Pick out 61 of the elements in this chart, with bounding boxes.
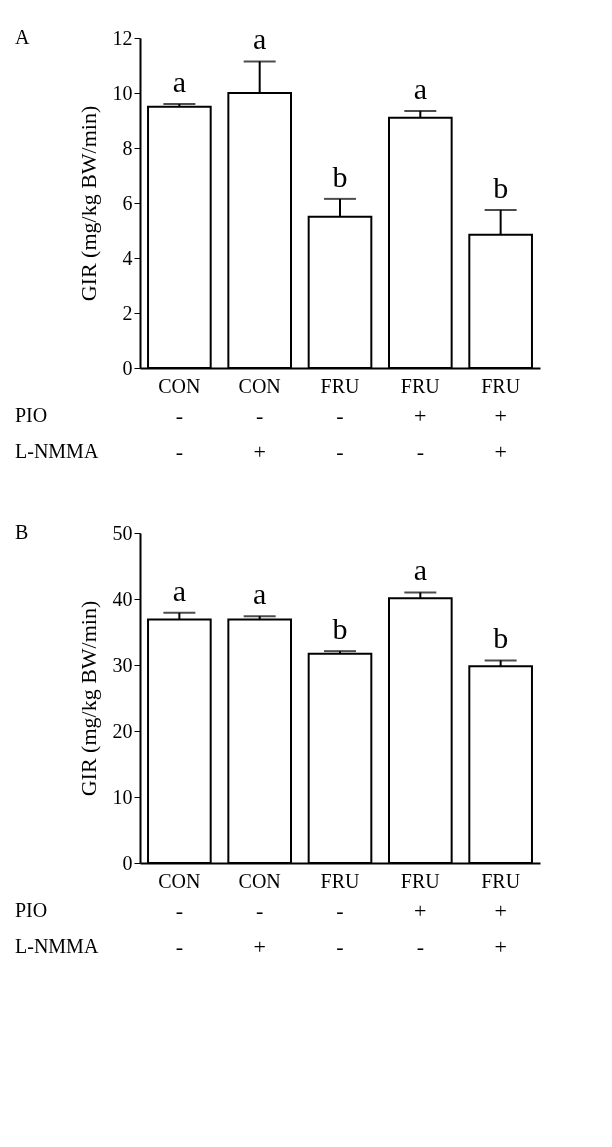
text: - (175, 898, 184, 923)
chart-title: B (15, 521, 29, 543)
y-tick-label: 20 (112, 719, 133, 742)
data-label: a (413, 553, 427, 587)
y-tick-label: 8 (122, 136, 133, 159)
y-tick-label: 2 (122, 301, 133, 324)
x-tick-label: FRU (400, 374, 441, 397)
data-label: a (172, 573, 187, 607)
text: - (336, 934, 344, 959)
data-label: a (413, 71, 427, 105)
text: + (414, 403, 427, 428)
y-tick-label: 6 (122, 191, 133, 214)
y-axis-title: GIR (mg/kg BW/min) (75, 105, 101, 302)
x-tick-label: FRU (400, 869, 441, 892)
text: - (336, 898, 344, 923)
text: - (336, 439, 344, 464)
text: PIO (15, 404, 48, 426)
x-tick-label: FRU (481, 869, 521, 892)
data-label: a (253, 577, 267, 611)
y-tick-label: 50 (112, 521, 133, 544)
x-tick-label: FRU (481, 374, 521, 397)
data-label: a (253, 22, 267, 56)
text: - (416, 439, 424, 464)
y-axis-title: GIR (mg/kg BW/min) (75, 600, 101, 797)
data-label: b (332, 612, 348, 646)
y-tick-label: 0 (122, 851, 133, 874)
text: PIO (15, 899, 48, 921)
text: - (175, 934, 184, 959)
data-label: b (493, 621, 509, 655)
x-tick-label: FRU (320, 374, 361, 397)
chart-title: A (15, 26, 30, 48)
text: L-NMMA (15, 440, 99, 462)
text: - (175, 439, 184, 464)
text: + (494, 898, 507, 923)
y-tick-label: 10 (112, 81, 133, 104)
x-tick-label: CON (158, 869, 201, 892)
text: + (494, 934, 507, 959)
text: - (336, 403, 344, 428)
x-tick-label: CON (238, 374, 281, 397)
text: L-NMMA (15, 935, 99, 957)
data-label: b (332, 159, 348, 193)
text: - (256, 403, 264, 428)
y-tick-label: 30 (112, 653, 133, 676)
y-tick-label: 4 (122, 246, 133, 269)
y-tick-label: 0 (122, 356, 133, 379)
text: - (256, 898, 264, 923)
data-label: a (172, 65, 187, 98)
x-tick-label: CON (158, 374, 201, 397)
y-tick-label: 12 (112, 26, 133, 49)
y-tick-label: 10 (112, 785, 133, 808)
text: + (414, 898, 427, 923)
data-label: b (493, 170, 509, 204)
text: + (253, 439, 266, 464)
x-tick-label: FRU (320, 869, 361, 892)
text: - (175, 403, 184, 428)
text: + (494, 403, 507, 428)
x-tick-label: CON (238, 869, 281, 892)
text: + (494, 439, 507, 464)
text: - (416, 934, 424, 959)
y-tick-label: 40 (112, 587, 133, 610)
text: + (253, 934, 266, 959)
